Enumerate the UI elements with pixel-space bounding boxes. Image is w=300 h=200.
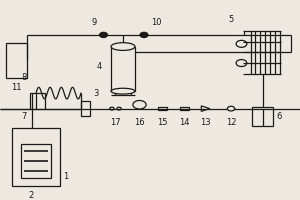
Text: 9: 9 bbox=[92, 18, 97, 27]
Text: 3: 3 bbox=[93, 89, 99, 98]
Circle shape bbox=[140, 32, 148, 37]
Bar bbox=[30, 93, 45, 109]
Bar bbox=[158, 107, 166, 110]
Text: 16: 16 bbox=[134, 118, 145, 127]
Ellipse shape bbox=[111, 43, 135, 50]
Circle shape bbox=[227, 106, 235, 111]
Text: 13: 13 bbox=[200, 118, 211, 127]
Text: 6: 6 bbox=[276, 112, 282, 121]
Text: 14: 14 bbox=[179, 118, 190, 127]
Circle shape bbox=[133, 100, 146, 109]
Bar bbox=[81, 101, 90, 116]
Text: 5: 5 bbox=[228, 15, 234, 24]
Bar bbox=[252, 107, 273, 126]
Text: 8: 8 bbox=[21, 73, 27, 82]
Text: 15: 15 bbox=[157, 118, 167, 127]
Text: 17: 17 bbox=[110, 118, 121, 127]
Ellipse shape bbox=[111, 88, 135, 94]
Text: 4: 4 bbox=[96, 62, 102, 71]
Circle shape bbox=[100, 32, 107, 37]
Text: 12: 12 bbox=[226, 118, 236, 127]
Text: 2: 2 bbox=[28, 191, 34, 200]
Text: 1: 1 bbox=[63, 172, 69, 181]
Polygon shape bbox=[201, 106, 210, 111]
Circle shape bbox=[110, 107, 114, 110]
Bar bbox=[6, 43, 27, 78]
Bar bbox=[111, 47, 135, 91]
Text: 11: 11 bbox=[11, 83, 22, 92]
Bar bbox=[21, 144, 51, 178]
Text: 10: 10 bbox=[151, 18, 161, 27]
Bar bbox=[12, 128, 60, 186]
Text: 7: 7 bbox=[21, 112, 27, 121]
Bar bbox=[180, 107, 189, 110]
Circle shape bbox=[117, 107, 121, 110]
